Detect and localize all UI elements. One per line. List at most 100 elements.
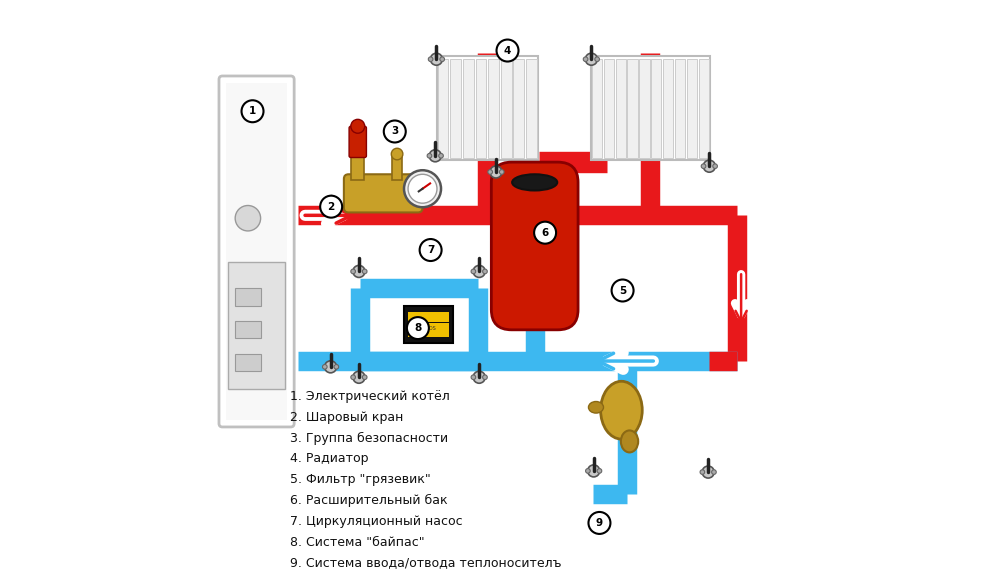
Circle shape xyxy=(322,207,327,212)
Circle shape xyxy=(334,364,339,369)
Text: 7: 7 xyxy=(427,245,434,255)
Circle shape xyxy=(391,148,403,160)
Circle shape xyxy=(700,470,705,474)
Bar xyxy=(526,59,537,157)
Bar xyxy=(591,56,710,160)
Circle shape xyxy=(351,269,355,274)
Text: 2. Шаровый кран: 2. Шаровый кран xyxy=(290,411,403,424)
Circle shape xyxy=(325,361,337,373)
Bar xyxy=(408,323,449,337)
Text: 6. Расширительный бак: 6. Расширительный бак xyxy=(290,494,448,507)
Circle shape xyxy=(407,317,429,339)
Bar xyxy=(699,59,709,157)
Circle shape xyxy=(322,364,327,369)
Circle shape xyxy=(353,371,365,383)
Circle shape xyxy=(351,375,355,379)
Bar xyxy=(235,354,261,371)
Text: 5. Фильтр "грязевик": 5. Фильтр "грязевик" xyxy=(290,473,431,486)
Text: 3. Группа безопасности: 3. Группа безопасности xyxy=(290,432,448,444)
Bar xyxy=(616,59,626,157)
Circle shape xyxy=(490,166,502,178)
Circle shape xyxy=(713,164,717,168)
Bar xyxy=(226,83,287,420)
Bar xyxy=(235,321,261,339)
Circle shape xyxy=(325,203,337,216)
Circle shape xyxy=(702,466,714,478)
Circle shape xyxy=(534,222,556,243)
Circle shape xyxy=(320,196,342,218)
Bar xyxy=(235,288,261,306)
Circle shape xyxy=(353,266,365,278)
Circle shape xyxy=(612,279,634,302)
Bar xyxy=(476,59,486,157)
Bar xyxy=(501,59,512,157)
FancyBboxPatch shape xyxy=(491,162,578,330)
Circle shape xyxy=(497,40,519,62)
Bar xyxy=(627,59,638,157)
Circle shape xyxy=(471,375,476,379)
Circle shape xyxy=(334,207,339,212)
Bar xyxy=(604,59,614,157)
Ellipse shape xyxy=(601,381,642,439)
Bar xyxy=(404,306,453,343)
Circle shape xyxy=(488,170,492,174)
Circle shape xyxy=(703,160,715,172)
Circle shape xyxy=(588,512,610,534)
Circle shape xyxy=(471,269,476,274)
Text: 1: 1 xyxy=(249,106,256,116)
Bar xyxy=(438,59,448,157)
Ellipse shape xyxy=(512,174,557,191)
Text: 8. Система "байпас": 8. Система "байпас" xyxy=(290,536,425,548)
Bar xyxy=(592,59,602,157)
Bar xyxy=(351,154,364,180)
Bar xyxy=(651,59,661,157)
Text: 5: 5 xyxy=(619,285,626,296)
Bar xyxy=(437,56,538,160)
Text: 9. Система ввода/отвода теплоносителъ: 9. Система ввода/отвода теплоносителъ xyxy=(290,557,562,569)
Circle shape xyxy=(597,469,602,473)
Circle shape xyxy=(595,57,599,62)
Circle shape xyxy=(362,375,367,379)
Circle shape xyxy=(384,120,406,142)
Text: 7. Циркуляционный насос: 7. Циркуляционный насос xyxy=(290,515,463,528)
Circle shape xyxy=(404,170,441,207)
Circle shape xyxy=(473,371,485,383)
Bar xyxy=(392,156,402,180)
Circle shape xyxy=(427,153,432,158)
Bar xyxy=(463,59,474,157)
Circle shape xyxy=(483,269,487,274)
Circle shape xyxy=(585,53,597,65)
Text: 6: 6 xyxy=(541,228,549,238)
Circle shape xyxy=(440,57,444,62)
Circle shape xyxy=(586,469,590,473)
Circle shape xyxy=(428,57,433,62)
Bar xyxy=(228,261,285,389)
Circle shape xyxy=(430,53,442,65)
Circle shape xyxy=(235,206,261,231)
Circle shape xyxy=(429,150,441,162)
Circle shape xyxy=(583,57,588,62)
FancyBboxPatch shape xyxy=(219,76,294,427)
Circle shape xyxy=(473,266,485,278)
Bar xyxy=(488,59,499,157)
Circle shape xyxy=(242,101,264,122)
Ellipse shape xyxy=(621,431,638,453)
Circle shape xyxy=(701,164,706,168)
Bar xyxy=(513,59,524,157)
Text: 8: 8 xyxy=(414,323,422,333)
Circle shape xyxy=(483,375,487,379)
Circle shape xyxy=(420,239,442,261)
Circle shape xyxy=(439,153,443,158)
Bar xyxy=(663,59,673,157)
Bar xyxy=(675,59,685,157)
Bar xyxy=(408,311,449,322)
Circle shape xyxy=(362,269,367,274)
Circle shape xyxy=(499,170,504,174)
Circle shape xyxy=(588,465,600,477)
Text: 3: 3 xyxy=(391,127,398,137)
Bar xyxy=(639,59,650,157)
Text: 2: 2 xyxy=(328,202,335,211)
FancyBboxPatch shape xyxy=(344,174,423,213)
Circle shape xyxy=(408,174,437,203)
Ellipse shape xyxy=(588,401,604,413)
